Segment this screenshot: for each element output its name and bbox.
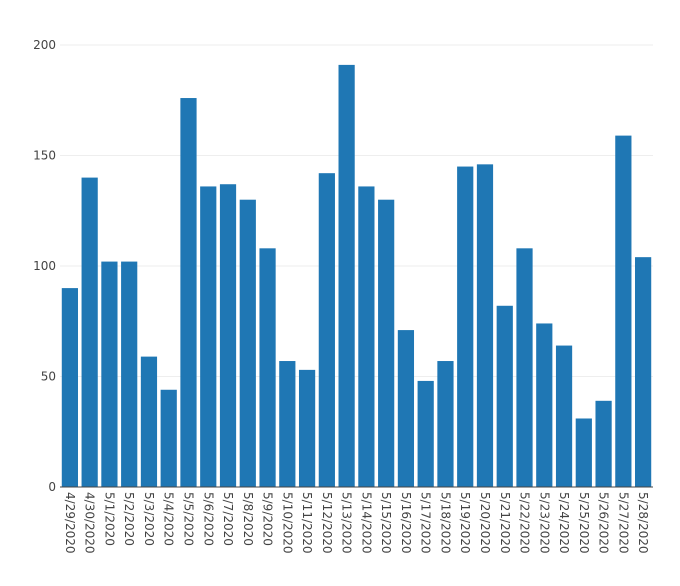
x-tick-label: 5/25/2020 — [577, 492, 591, 554]
bars — [61, 64, 652, 488]
bar — [496, 305, 513, 487]
bar — [555, 345, 573, 487]
x-tick-label: 5/1/2020 — [102, 492, 116, 546]
bar — [595, 400, 612, 487]
y-tick-label: 200 — [33, 38, 56, 52]
bar — [259, 248, 276, 487]
y-tick-label: 0 — [48, 480, 56, 494]
y-tick-label: 100 — [33, 259, 56, 273]
x-tick-label: 5/19/2020 — [458, 492, 472, 554]
bar — [575, 418, 592, 487]
x-tick-label: 5/28/2020 — [636, 492, 650, 554]
bar — [318, 173, 335, 487]
x-tick-label: 5/24/2020 — [557, 492, 571, 554]
x-tick-label: 5/14/2020 — [359, 492, 373, 554]
x-tick-label: 5/4/2020 — [162, 492, 176, 546]
bar — [615, 135, 632, 488]
bar — [417, 380, 434, 487]
bar — [457, 166, 474, 488]
bar — [200, 186, 217, 487]
x-tick-label: 5/10/2020 — [280, 492, 294, 554]
x-tick-label: 5/11/2020 — [300, 492, 314, 554]
bar — [101, 261, 118, 487]
x-tick-label: 5/26/2020 — [597, 492, 611, 554]
x-tick-label: 5/27/2020 — [616, 492, 630, 554]
y-axis: 0 50 100 150 200 — [33, 38, 56, 494]
y-tick-label: 50 — [41, 370, 56, 384]
y-tick-label: 150 — [33, 149, 56, 163]
x-tick-label: 5/12/2020 — [320, 492, 334, 554]
x-tick-label: 5/2/2020 — [122, 492, 136, 546]
x-tick-label: 5/23/2020 — [537, 492, 551, 554]
gridlines — [60, 44, 653, 377]
bar — [279, 361, 296, 487]
bar — [298, 369, 316, 487]
bar — [61, 288, 78, 487]
bar — [516, 248, 533, 487]
bar — [239, 199, 256, 487]
bar — [437, 361, 454, 487]
x-axis: 4/29/2020 4/30/2020 5/1/2020 5/2/2020 5/3/20… — [60, 486, 653, 554]
bar — [180, 98, 197, 487]
x-tick-label: 5/6/2020 — [201, 492, 215, 546]
bar — [536, 323, 553, 487]
x-tick-label: 5/7/2020 — [221, 492, 235, 546]
x-tick-label: 5/8/2020 — [241, 492, 255, 546]
x-tick-label: 4/30/2020 — [83, 492, 97, 554]
bar — [635, 257, 652, 487]
bar — [378, 199, 395, 487]
bar — [81, 177, 98, 487]
bar — [160, 389, 177, 487]
x-tick-label: 5/3/2020 — [142, 492, 156, 546]
x-tick-label: 5/13/2020 — [340, 492, 354, 554]
x-tick-label: 4/29/2020 — [63, 492, 77, 554]
x-tick-label: 5/9/2020 — [261, 492, 275, 546]
bar — [219, 184, 237, 488]
bar — [397, 330, 415, 487]
x-tick-label: 5/21/2020 — [498, 492, 512, 554]
bar — [358, 186, 375, 487]
bar — [140, 356, 158, 487]
x-tick-label: 5/18/2020 — [438, 492, 452, 554]
x-tick-label: 5/17/2020 — [419, 492, 433, 554]
x-tick-label: 5/5/2020 — [181, 492, 195, 546]
bar — [121, 261, 138, 487]
x-tick-label: 5/20/2020 — [478, 492, 492, 554]
bar — [476, 164, 494, 487]
x-tick-label: 5/22/2020 — [518, 492, 532, 554]
bar — [338, 64, 355, 487]
x-tick-label: 5/15/2020 — [379, 492, 393, 554]
x-tick-label: 5/16/2020 — [399, 492, 413, 554]
